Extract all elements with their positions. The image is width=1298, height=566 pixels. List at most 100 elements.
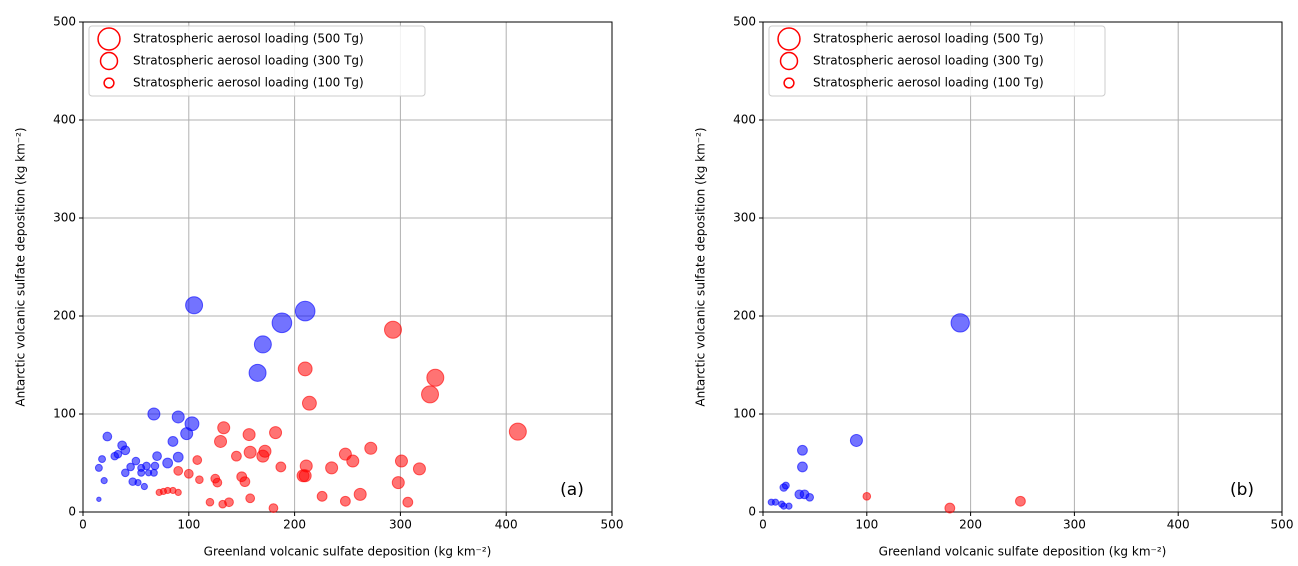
point [353,487,367,501]
point [346,454,360,468]
x-axis-label: Greenland volcanic sulfate deposition (k… [879,545,1167,559]
y-axis-label: Antarctic volcanic sulfate deposition (k… [14,127,28,406]
point [950,313,970,333]
plot-frame [762,21,1283,513]
point [94,463,103,472]
point [150,461,160,471]
point [508,422,527,441]
point [137,468,146,477]
point [242,428,256,442]
point [797,461,808,473]
point [297,361,313,377]
y-tick-label: 500 [733,15,756,29]
point [121,468,130,478]
x-tick-label: 0 [759,518,767,532]
point [174,488,182,496]
point [192,455,203,465]
point [256,449,270,463]
point [248,363,267,382]
point [797,444,808,456]
point [173,465,184,476]
point [243,445,257,459]
point [152,451,162,462]
point [325,461,339,475]
point [785,502,793,510]
legend-label: Stratospheric aerosol loading (300 Tg) [813,54,1044,68]
legend-label: Stratospheric aerosol loading (300 Tg) [133,54,364,68]
y-tick-label: 200 [53,309,76,323]
point [113,449,123,459]
x-tick-label: 0 [79,518,87,532]
legend-marker [97,27,121,51]
x-tick-label: 100 [855,518,878,532]
x-tick-label: 500 [1271,518,1294,532]
legend-marker [99,51,119,71]
x-tick-label: 400 [495,518,518,532]
point [805,493,815,502]
legend-label: Stratospheric aerosol loading (500 Tg) [133,32,364,46]
point [781,481,790,490]
point [253,335,272,354]
y-tick-label: 200 [733,309,756,323]
point [183,468,194,479]
legend-marker [777,27,801,51]
point [214,434,228,448]
point [269,426,283,440]
y-tick-label: 0 [748,505,756,519]
legend-label: Stratospheric aerosol loading (100 Tg) [133,76,364,90]
point [212,477,223,488]
point [96,496,102,502]
legend-marker [779,51,799,71]
x-tick-label: 100 [177,518,200,532]
point [275,461,287,473]
point [100,477,108,485]
point [944,502,956,514]
x-tick-label: 500 [601,518,624,532]
legend-label: Stratospheric aerosol loading (100 Tg) [813,76,1044,90]
y-tick-label: 0 [68,505,76,519]
y-tick-label: 300 [53,211,76,225]
point [205,497,215,507]
legend-marker [103,77,115,89]
point [862,492,872,501]
legend-marker [783,77,795,89]
plot-frame [82,21,613,513]
point [301,395,317,411]
point [316,490,328,502]
point [195,475,204,484]
legend-box [768,25,1106,97]
y-tick-label: 100 [733,407,756,421]
point [294,300,316,322]
point [364,441,378,455]
point [239,476,251,488]
point [126,462,135,472]
point [134,479,142,487]
x-tick-label: 400 [1167,518,1190,532]
point [172,451,184,463]
x-tick-label: 300 [389,518,412,532]
point [771,498,780,506]
x-tick-label: 300 [1063,518,1086,532]
point [98,455,107,464]
x-tick-label: 200 [283,518,306,532]
point [426,368,445,387]
point [140,482,148,491]
point [217,421,231,435]
point [412,462,426,476]
y-tick-label: 300 [733,211,756,225]
point [149,468,158,477]
panel-label: (b) [1230,480,1254,500]
point [391,476,405,490]
point [394,454,408,468]
point [142,461,151,471]
point [180,427,194,441]
point [131,456,141,466]
y-tick-label: 500 [53,15,76,29]
y-tick-label: 100 [53,407,76,421]
point [171,410,185,424]
legend-label: Stratospheric aerosol loading (500 Tg) [813,32,1044,46]
point [421,385,440,404]
y-axis-label: Antarctic volcanic sulfate deposition (k… [694,127,708,406]
point [231,450,242,462]
